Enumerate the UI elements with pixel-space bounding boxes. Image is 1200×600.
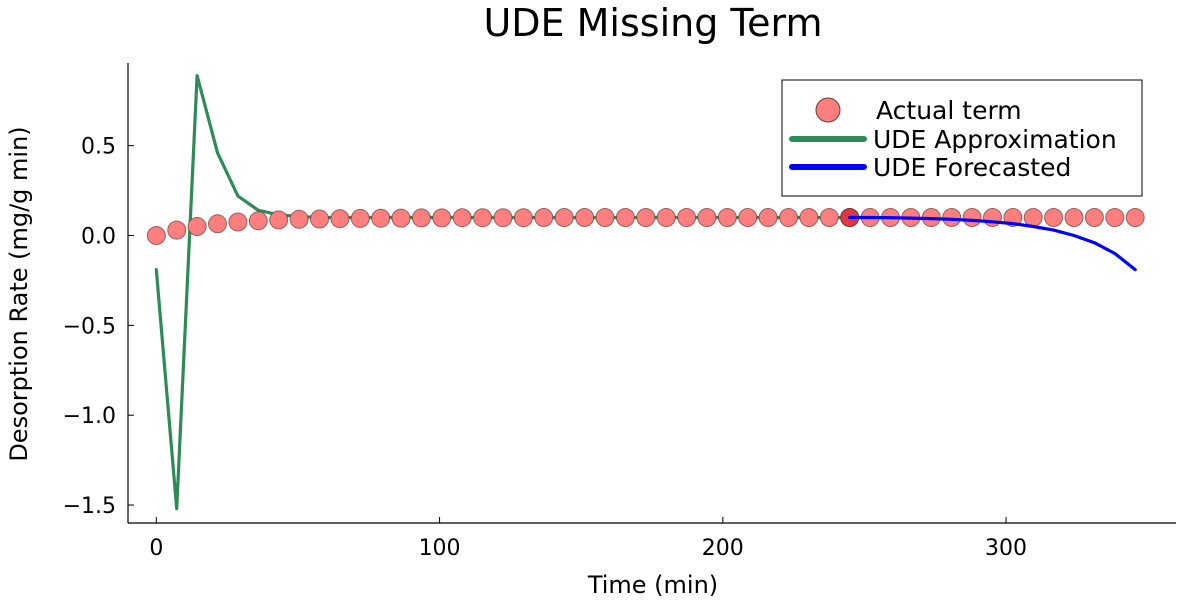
actual-term-point (1023, 208, 1043, 227)
actual-term-point (575, 208, 595, 227)
actual-term-point (371, 208, 391, 228)
actual-term-point (330, 209, 350, 229)
actual-term-point (1064, 208, 1084, 227)
actual-term-point (146, 226, 166, 245)
actual-term-point (248, 211, 268, 231)
actual-term-point (534, 208, 554, 227)
actual-term-point (738, 208, 758, 227)
actual-term-point (779, 208, 798, 227)
ude-forecasted-line (848, 215, 1137, 272)
actual-term-point (228, 212, 248, 232)
actual-term-point (677, 208, 697, 227)
actual-term-point (289, 209, 309, 229)
axes: 0 100 200 300 0.5 0.0 −0.5 −1.0 −1.5 (63, 63, 1176, 561)
actual-term-point (656, 208, 676, 227)
actual-term-point (452, 208, 472, 228)
chart-title: UDE Missing Term (483, 1, 822, 45)
actual-term-point (615, 208, 635, 227)
actual-term-point (350, 208, 370, 228)
actual-term-point (962, 208, 982, 227)
actual-term-point (513, 208, 533, 228)
y-tick-label: −1.5 (63, 494, 116, 519)
actual-term-point (473, 208, 493, 228)
actual-term-point (554, 208, 574, 227)
actual-term-point (1044, 208, 1064, 227)
y-tick-label: 0.5 (81, 135, 116, 160)
ude-approximation-line (154, 74, 852, 511)
x-tick-label: 100 (419, 536, 461, 561)
legend-label-ude-approximation: UDE Approximation (873, 125, 1117, 154)
chart-marks (146, 74, 1145, 511)
y-axis-title: Desorption Rate (mg/g min) (5, 126, 33, 461)
y-tick-label: −0.5 (63, 314, 116, 339)
x-axis-title: Time (min) (587, 571, 718, 599)
x-tick-label: 200 (702, 536, 744, 561)
x-tick-label: 300 (985, 536, 1027, 561)
x-tick-label: 0 (149, 536, 163, 561)
actual-term-point (697, 208, 717, 227)
y-tick-label: 0.0 (81, 225, 116, 250)
actual-term-point (636, 208, 656, 227)
actual-term-point (411, 208, 431, 228)
actual-term-point (187, 217, 207, 236)
actual-term-point (1125, 208, 1145, 227)
legend-label-actual-term: Actual term (876, 96, 1022, 125)
actual-term-point (493, 208, 513, 228)
actual-term-point (391, 208, 411, 228)
actual-term-point (1084, 208, 1104, 227)
actual-term-point (758, 208, 778, 227)
legend-label-ude-forecasted: UDE Forecasted (873, 153, 1071, 182)
actual-term-point (595, 208, 615, 227)
actual-term-point (1105, 208, 1125, 227)
actual-term-point (269, 210, 289, 230)
actual-term-point (432, 208, 452, 228)
actual-term-point (167, 220, 187, 240)
actual-term-point (208, 214, 227, 234)
actual-term-point (717, 208, 737, 227)
actual-term-point (310, 209, 329, 229)
legend-marker-actual-term (815, 97, 841, 123)
y-tick-label: −1.0 (63, 404, 116, 429)
actual-term-point (819, 208, 839, 227)
actual-term-point (799, 208, 819, 227)
